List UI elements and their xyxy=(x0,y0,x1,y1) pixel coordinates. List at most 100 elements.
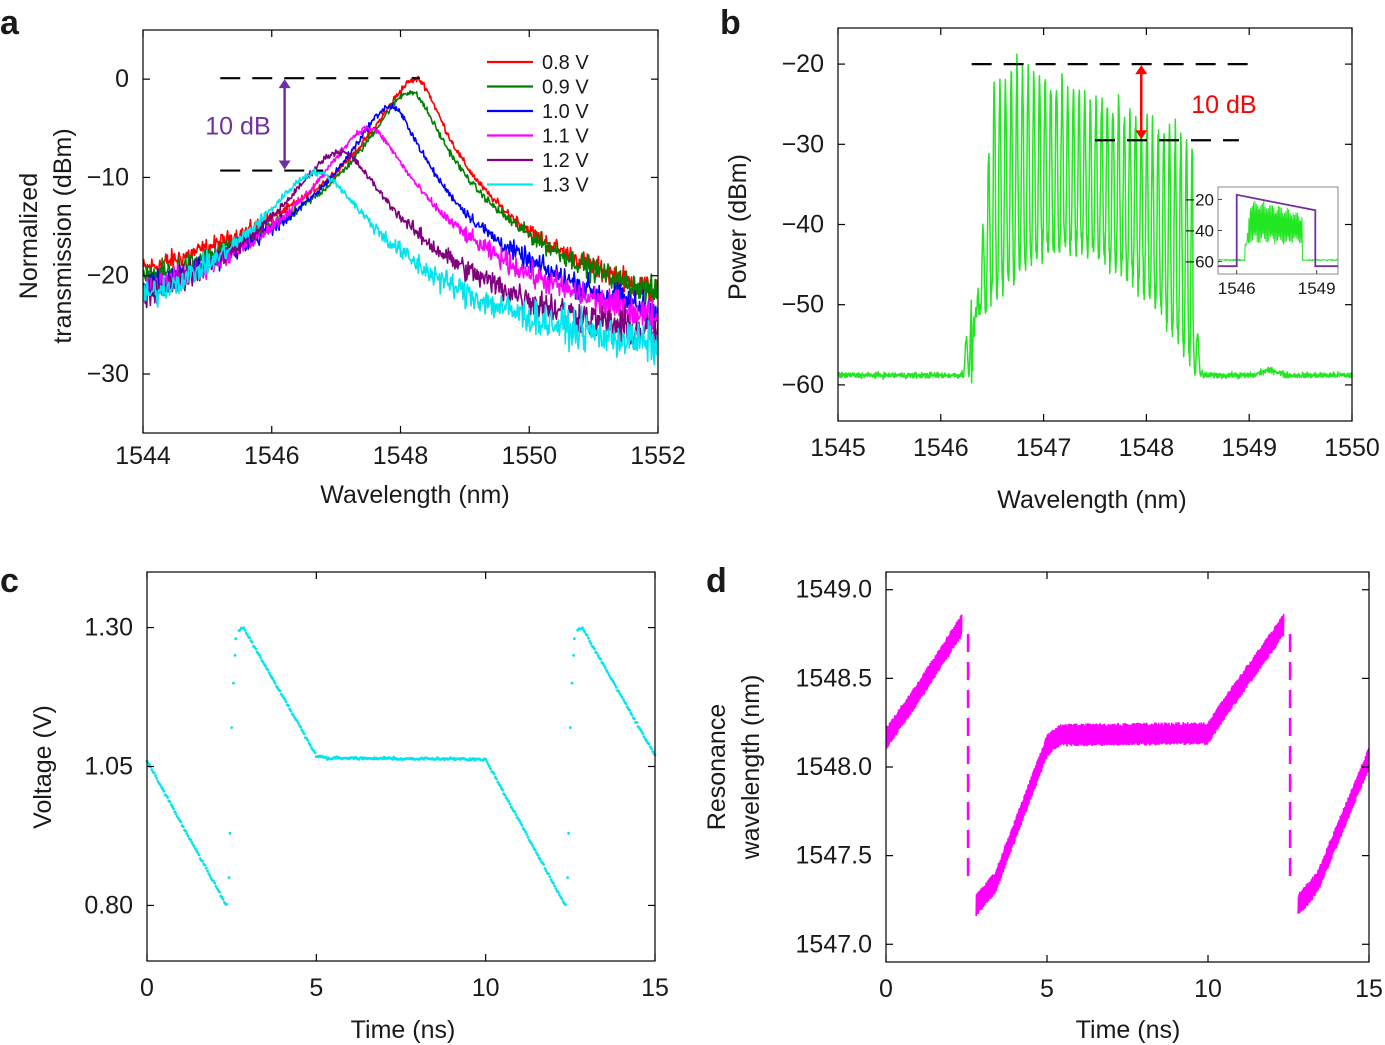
panel-c: c 0 5 10 15 0.80 1.05 1.30 Time (ns) Voltage (… xyxy=(0,562,669,1044)
voltage-point xyxy=(560,897,564,901)
voltage-point xyxy=(212,879,215,883)
voltage-point xyxy=(503,793,507,797)
x-tick-label: 1547 xyxy=(1016,434,1072,462)
voltage-point xyxy=(485,760,489,763)
voltage-point xyxy=(313,751,317,755)
panel-c-ticks: 0 5 10 15 0.80 1.05 1.30 xyxy=(84,572,669,1002)
voltage-point xyxy=(520,824,524,827)
voltage-point xyxy=(154,774,157,778)
voltage-point xyxy=(518,819,521,823)
voltage-point xyxy=(306,738,310,742)
panel-b-annotation: 10 dB xyxy=(971,62,1257,142)
panel-a-letter: a xyxy=(0,4,20,42)
voltage-point xyxy=(564,903,567,906)
voltage-point xyxy=(612,681,616,685)
legend-label: 1.1 V xyxy=(542,126,589,148)
voltage-point xyxy=(496,780,500,784)
voltage-point xyxy=(487,764,491,768)
voltage-point xyxy=(519,821,523,825)
series-line-11 xyxy=(143,125,658,333)
panel-a-series-group xyxy=(143,75,658,366)
x-tick-label: 5 xyxy=(1040,975,1054,1003)
voltage-point xyxy=(292,713,295,717)
x-tick-label: 0 xyxy=(140,974,154,1002)
y-tick-label: 1547.5 xyxy=(796,842,872,870)
voltage-point xyxy=(525,833,529,836)
voltage-jump-point xyxy=(567,831,570,835)
x-tick-label: 0 xyxy=(879,975,893,1003)
voltage-point xyxy=(533,848,537,852)
panel-a: a 1544 1546 1548 1550 1552 0 −10 −20 −30 Wavelen… xyxy=(0,4,686,509)
panel-d-ticks: 0 5 10 15 1547.0 1547.5 1548.0 1548.5 1549.0 xyxy=(796,572,1383,1003)
voltage-point xyxy=(174,812,178,816)
annotation-arrow-head-down xyxy=(1135,130,1148,140)
voltage-point xyxy=(595,651,599,655)
inset-y-tick-label: −40 xyxy=(1185,222,1214,241)
panel-a-ylabel-line2: transmission (dBm) xyxy=(49,128,77,343)
panel-b-plot-area xyxy=(838,53,1352,384)
voltage-point xyxy=(168,800,172,804)
voltage-point xyxy=(272,679,276,683)
voltage-point xyxy=(214,884,218,888)
voltage-point xyxy=(641,732,645,735)
voltage-point xyxy=(225,903,229,906)
voltage-point xyxy=(162,789,166,793)
voltage-point xyxy=(312,749,316,753)
voltage-point xyxy=(507,800,510,803)
y-tick-label: −50 xyxy=(782,291,824,319)
voltage-point xyxy=(204,866,208,870)
x-tick-label: 10 xyxy=(472,974,500,1002)
voltage-point xyxy=(650,747,653,750)
voltage-point xyxy=(635,721,639,724)
panel-c-plot-area xyxy=(145,626,657,906)
voltage-point xyxy=(208,874,212,878)
voltage-point xyxy=(243,628,247,632)
voltage-point xyxy=(248,636,252,640)
voltage-point xyxy=(267,671,271,675)
voltage-point xyxy=(601,662,605,665)
voltage-point xyxy=(495,777,498,781)
y-tick-label: −20 xyxy=(782,50,824,78)
voltage-point xyxy=(489,767,492,771)
x-tick-label: 10 xyxy=(1194,975,1222,1003)
annotation-arrow-head-up xyxy=(1135,65,1148,75)
voltage-point xyxy=(622,698,625,702)
voltage-point xyxy=(510,807,514,810)
x-tick-label: 1546 xyxy=(913,434,969,462)
voltage-jump-point xyxy=(568,726,572,729)
series-line-12 xyxy=(143,148,658,346)
voltage-point xyxy=(264,664,267,668)
voltage-point xyxy=(604,666,607,670)
voltage-point xyxy=(581,626,584,630)
panel-b: b 1545 1546 1547 1548 1549 1550 −20 −30 −40 −50 −6… xyxy=(720,4,1380,514)
voltage-point xyxy=(633,717,636,721)
voltage-point xyxy=(639,728,642,732)
x-tick-label: 5 xyxy=(309,974,323,1002)
x-tick-label: 1548 xyxy=(373,442,429,470)
voltage-point xyxy=(273,681,277,685)
x-tick-label: 15 xyxy=(641,974,669,1002)
voltage-point xyxy=(549,878,553,881)
voltage-point xyxy=(158,783,162,787)
resonance-band xyxy=(886,613,1369,917)
voltage-point xyxy=(148,763,151,767)
panel-b-xlabel: Wavelength (nm) xyxy=(997,486,1186,514)
voltage-point xyxy=(246,633,249,637)
voltage-point xyxy=(152,771,156,775)
voltage-point xyxy=(543,867,547,870)
voltage-point xyxy=(523,828,526,832)
panel-b-series-group xyxy=(838,53,1352,384)
legend-label: 0.8 V xyxy=(542,52,589,74)
annotation-arrow-head-down xyxy=(278,160,291,170)
panel-d-letter: d xyxy=(706,562,727,600)
voltage-point xyxy=(179,820,183,824)
panel-b-ticks: 1545 1546 1547 1548 1549 1550 −20 −30 −40 −50 −60 xyxy=(782,28,1380,462)
voltage-point xyxy=(184,829,188,833)
annotation-arrow-head-up xyxy=(278,79,291,89)
voltage-point xyxy=(607,673,611,677)
voltage-point xyxy=(186,834,190,838)
voltage-point xyxy=(486,762,490,766)
x-tick-label: 1550 xyxy=(1324,434,1380,462)
voltage-point xyxy=(284,700,288,703)
